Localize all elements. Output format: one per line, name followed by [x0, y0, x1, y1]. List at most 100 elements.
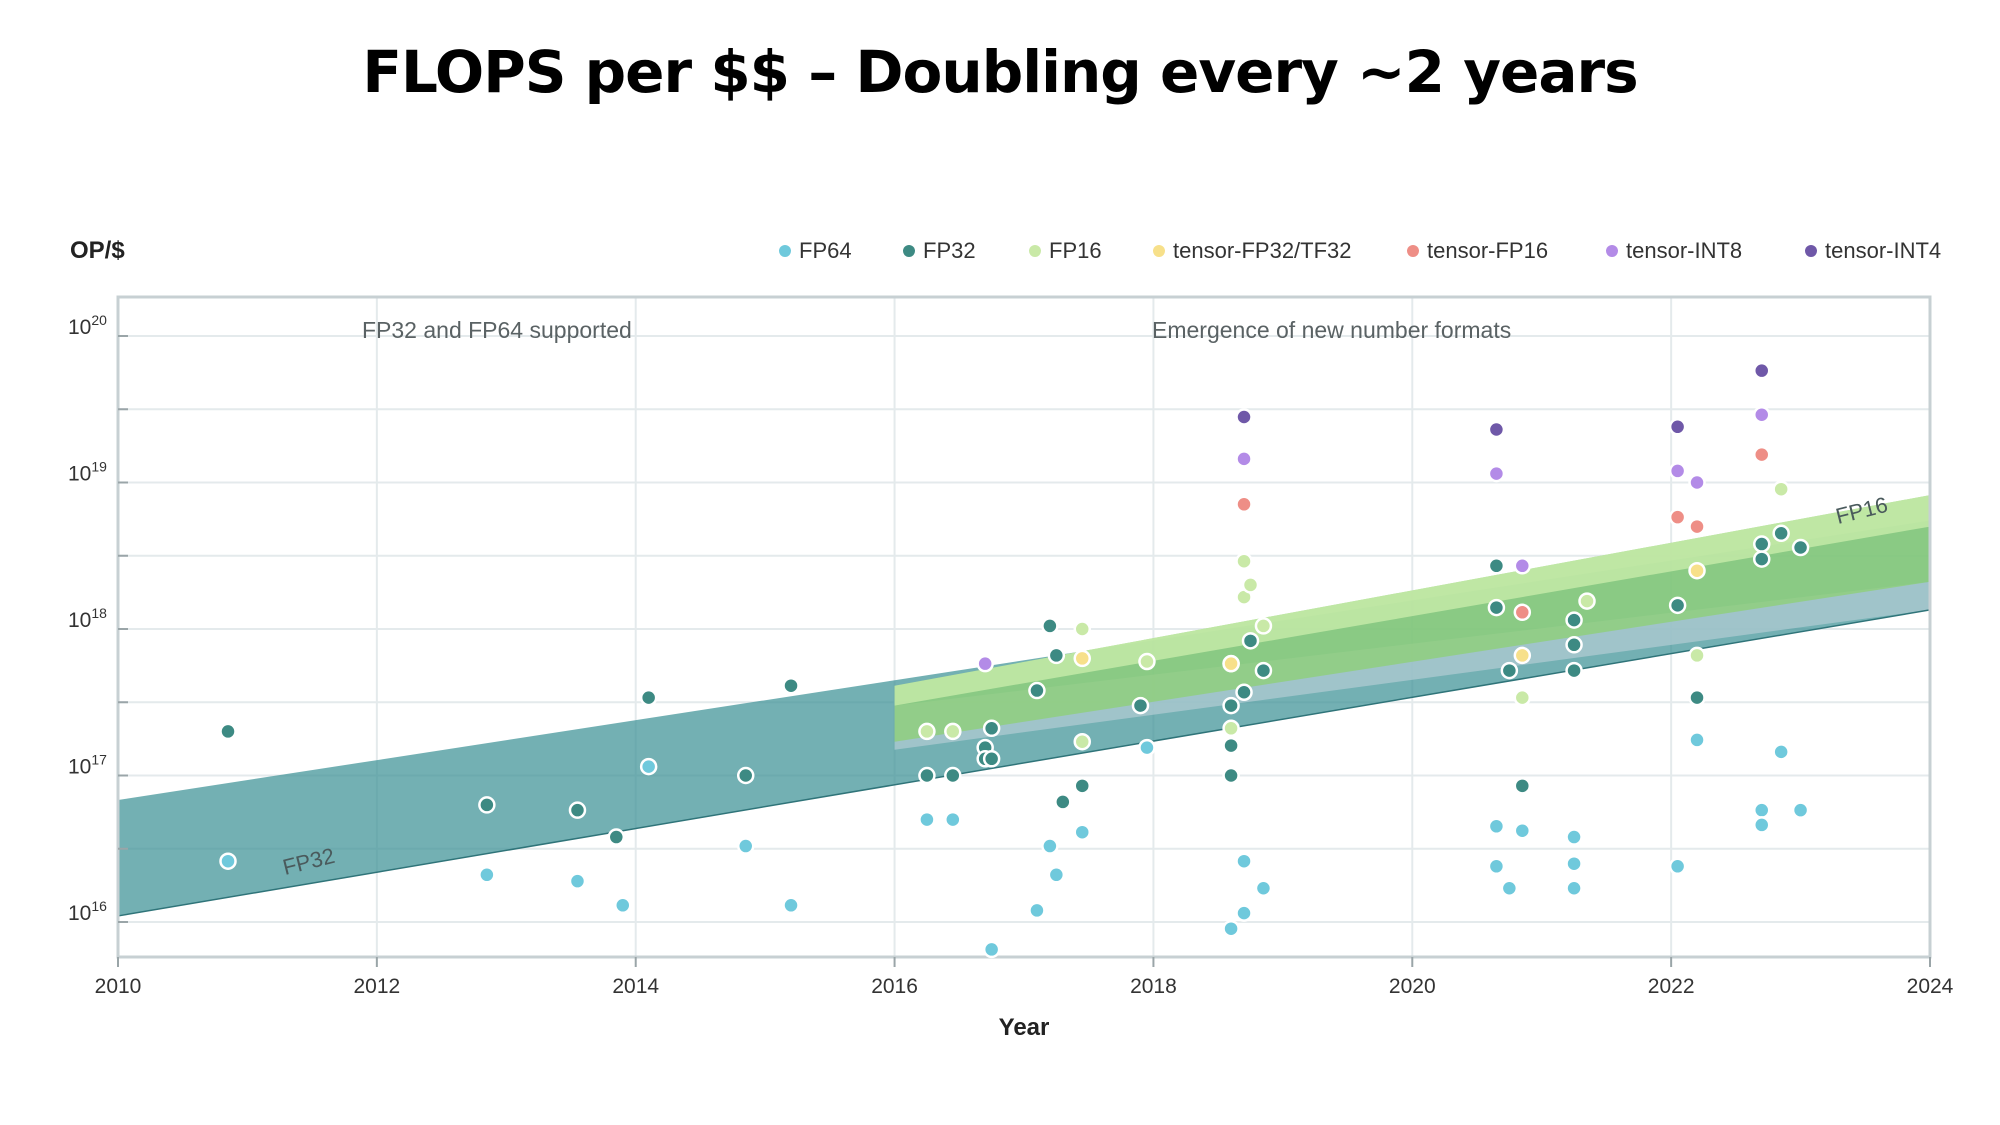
- data-point-fp32: [982, 719, 1001, 738]
- data-point-fp16: [1688, 646, 1706, 665]
- data-point-fp32: [736, 766, 755, 785]
- x-tick-label: 2016: [871, 975, 918, 998]
- legend-swatch: [903, 245, 915, 257]
- annotation-fp32-fp64-supported: FP32 and FP64 supported: [362, 317, 632, 343]
- data-point-fp64: [1235, 904, 1253, 922]
- data-point-fp32: [1222, 736, 1240, 755]
- data-point-fp64: [1487, 817, 1506, 836]
- data-point-tensor-int8: [1752, 406, 1771, 424]
- data-point-tensor-fp32-tf32: [1513, 646, 1532, 665]
- data-point-fp16: [1138, 652, 1156, 671]
- data-point-fp64: [1565, 828, 1583, 846]
- data-point-fp64: [1028, 901, 1046, 920]
- x-axis-label: Year: [999, 1014, 1050, 1041]
- legend-label: tensor-FP32/TF32: [1173, 238, 1352, 263]
- series-tensor-fp16: [1235, 445, 1771, 622]
- data-point-tensor-fp16: [1688, 517, 1706, 536]
- legend-label: tensor-FP16: [1427, 238, 1548, 263]
- legend-item-tensor-int8: tensor-INT8: [1606, 238, 1742, 263]
- data-point-fp64: [1752, 801, 1771, 819]
- data-point-fp64: [918, 810, 936, 829]
- data-point-fp32: [1241, 632, 1260, 650]
- legend-label: FP32: [923, 238, 976, 263]
- x-tick-label: 2012: [353, 975, 400, 998]
- data-point-fp16: [1235, 552, 1253, 571]
- data-point-fp64: [1791, 801, 1810, 819]
- data-point-fp32: [1772, 524, 1790, 543]
- data-point-fp64: [1565, 879, 1583, 897]
- data-point-fp32: [219, 722, 237, 741]
- grid-lines: [117, 297, 1931, 957]
- y-tick-label: 1016: [68, 898, 107, 925]
- data-point-fp64: [1752, 816, 1771, 834]
- legend-label: FP16: [1049, 238, 1102, 263]
- data-point-tensor-int8: [1668, 462, 1687, 480]
- data-point-fp32: [918, 766, 936, 785]
- data-point-tensor-int4: [1668, 418, 1687, 436]
- data-point-fp64: [1254, 879, 1273, 897]
- series-tensor-fp32-tf32: [1073, 561, 1706, 673]
- data-point-fp32: [1028, 681, 1046, 700]
- data-point-fp32: [1073, 777, 1091, 795]
- x-tick-label: 2014: [612, 975, 659, 998]
- legend-swatch: [1407, 245, 1419, 257]
- data-point-fp64: [1668, 857, 1687, 876]
- annotation-new-number-formats: Emergence of new number formats: [1152, 317, 1511, 343]
- data-point-fp32: [1041, 617, 1059, 635]
- data-point-tensor-fp16: [1752, 445, 1771, 464]
- y-tick-label: 1020: [68, 312, 107, 339]
- trend-band-overlay-3: [894, 495, 1930, 706]
- data-point-fp64: [1235, 852, 1253, 870]
- data-point-tensor-int8: [1513, 557, 1532, 575]
- data-point-fp32: [1752, 535, 1771, 553]
- data-point-fp64: [639, 757, 658, 776]
- x-tick-label: 2024: [1907, 975, 1954, 998]
- data-point-fp32: [478, 796, 496, 814]
- data-point-fp64: [982, 940, 1001, 959]
- data-points: [219, 361, 1810, 959]
- data-point-fp64: [1565, 854, 1583, 873]
- data-point-fp64: [1073, 823, 1091, 841]
- legend-swatch: [1606, 245, 1618, 257]
- legend-item-fp32: FP32: [903, 238, 976, 263]
- data-point-tensor-fp32-tf32: [1688, 561, 1706, 580]
- data-point-fp64: [1138, 738, 1156, 757]
- data-point-tensor-int8: [1235, 450, 1253, 468]
- data-point-fp32: [982, 750, 1001, 768]
- data-point-fp64: [1041, 837, 1059, 855]
- x-tick-label: 2018: [1130, 975, 1177, 998]
- data-point-fp64: [1513, 821, 1532, 840]
- data-point-fp16: [1073, 620, 1091, 638]
- data-point-fp16: [1254, 617, 1273, 635]
- trend-line-fp32-lower: [117, 609, 1931, 917]
- data-point-fp64: [568, 872, 587, 890]
- data-point-fp64: [219, 852, 237, 870]
- legend-item-tensor-int4: tensor-INT4: [1805, 238, 1941, 263]
- data-point-fp32: [1565, 661, 1583, 680]
- data-point-fp16: [1772, 480, 1790, 498]
- legend: FP64 FP32 FP16 tensor-FP32/TF32 tensor-FP16 t…: [779, 238, 1941, 263]
- axes: 2010 2012 2014 2016 2018 2020 2022 2024 1016 1017…: [68, 312, 1954, 998]
- data-point-fp16: [1241, 576, 1260, 594]
- data-point-fp64: [944, 810, 962, 829]
- legend-item-fp16: FP16: [1029, 238, 1102, 263]
- plot-frame: [116, 295, 1932, 959]
- data-point-fp32: [1500, 661, 1519, 680]
- data-point-fp16: [1222, 719, 1240, 738]
- data-point-fp32: [1254, 661, 1273, 680]
- legend-swatch: [1153, 245, 1165, 257]
- data-point-fp64: [782, 896, 800, 915]
- x-tick-label: 2010: [95, 975, 142, 998]
- legend-label: FP64: [799, 238, 852, 263]
- legend-item-fp64: FP64: [779, 238, 852, 263]
- data-point-tensor-int8: [1688, 473, 1706, 492]
- data-point-fp32: [944, 766, 962, 785]
- data-point-tensor-int4: [1752, 361, 1771, 380]
- data-point-fp32: [568, 801, 587, 819]
- data-point-fp32: [1565, 636, 1583, 654]
- data-point-fp32: [1688, 688, 1706, 707]
- data-point-fp64: [1772, 743, 1790, 761]
- data-point-fp64: [1500, 879, 1519, 897]
- data-point-fp32: [639, 688, 658, 707]
